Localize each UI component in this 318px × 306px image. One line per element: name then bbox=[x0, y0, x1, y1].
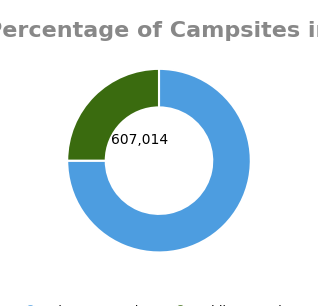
Wedge shape bbox=[67, 69, 251, 252]
Legend: Private campsites, Public campsites: Private campsites, Public campsites bbox=[12, 300, 306, 306]
Wedge shape bbox=[67, 69, 159, 161]
Text: Percentage of Campsites in: Percentage of Campsites in bbox=[0, 21, 318, 41]
Text: 607,014: 607,014 bbox=[111, 133, 169, 147]
